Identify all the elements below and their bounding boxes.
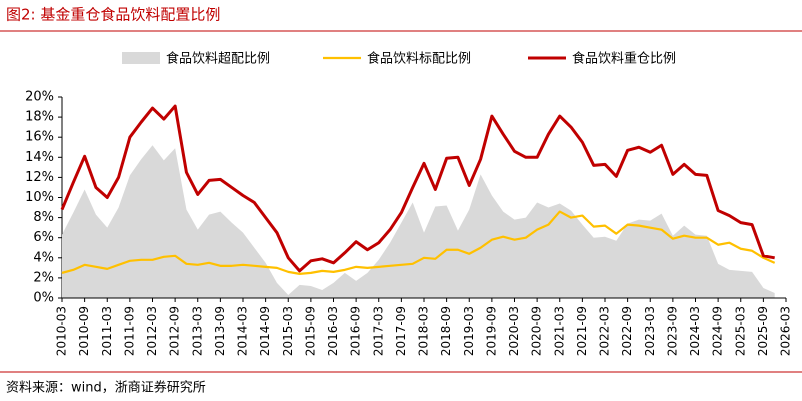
y-tick-label: 16% (25, 130, 54, 145)
x-tick-label: 2018-09 (439, 306, 453, 356)
y-tick-label: 20% (25, 90, 54, 105)
x-tick-label: 2024-09 (711, 306, 725, 356)
x-tick-label: 2020-03 (507, 306, 521, 356)
x-tick-label: 2026-03 (779, 306, 793, 356)
y-tick-label: 2% (33, 270, 54, 285)
x-tick-label: 2013-09 (213, 306, 227, 356)
x-tick-label: 2016-09 (349, 306, 363, 356)
x-tick-label: 2015-03 (281, 306, 295, 356)
x-tick-label: 2016-03 (326, 306, 340, 356)
x-tick-label: 2021-03 (552, 306, 566, 356)
x-tick-label: 2019-03 (462, 306, 476, 356)
x-tick-label: 2025-03 (733, 306, 747, 356)
legend-label: 食品饮料超配比例 (166, 51, 270, 67)
x-tick-label: 2021-09 (575, 306, 589, 356)
legend-swatch (122, 52, 160, 64)
x-tick-label: 2019-09 (484, 306, 498, 356)
x-tick-label: 2022-09 (620, 306, 634, 356)
x-tick-label: 2011-03 (100, 306, 114, 356)
x-tick-label: 2020-09 (530, 306, 544, 356)
y-tick-label: 12% (25, 170, 54, 185)
y-tick-label: 14% (25, 150, 54, 165)
y-tick-label: 0% (33, 291, 54, 306)
x-tick-label: 2023-09 (665, 306, 679, 356)
y-tick-label: 10% (25, 190, 54, 205)
x-tick-label: 2012-09 (168, 306, 182, 356)
x-tick-label: 2011-09 (122, 306, 136, 356)
x-tick-label: 2017-09 (394, 306, 408, 356)
x-tick-label: 2013-03 (190, 306, 204, 356)
x-tick-label: 2024-03 (688, 306, 702, 356)
source-note: 资料来源：wind，浙商证券研究所 (6, 380, 206, 396)
y-tick-label: 6% (33, 230, 54, 245)
line (60, 104, 775, 273)
x-tick-label: 2014-09 (258, 306, 272, 356)
x-tick-label: 2017-03 (371, 306, 385, 356)
x-tick-label: 2010-09 (77, 306, 91, 356)
x-tick-label: 2015-09 (303, 306, 317, 356)
x-tick-label: 2010-03 (55, 306, 69, 356)
legend-label: 食品饮料重仓比例 (572, 51, 676, 67)
x-tick-label: 2022-03 (598, 306, 612, 356)
x-tick-label: 2025-09 (756, 306, 770, 356)
figure-title: 图2: 基金重仓食品饮料配置比例 (6, 6, 220, 24)
x-tick-label: 2018-03 (417, 306, 431, 356)
x-tick-label: 2014-03 (236, 306, 250, 356)
legend-label: 食品饮料标配比例 (367, 51, 471, 67)
x-tick-label: 2023-03 (643, 306, 657, 356)
y-tick-label: 4% (33, 250, 54, 265)
y-tick-label: 8% (33, 210, 54, 225)
x-tick-label: 2012-03 (145, 306, 159, 356)
area (62, 145, 775, 298)
line (61, 210, 776, 275)
y-tick-label: 18% (25, 110, 54, 125)
